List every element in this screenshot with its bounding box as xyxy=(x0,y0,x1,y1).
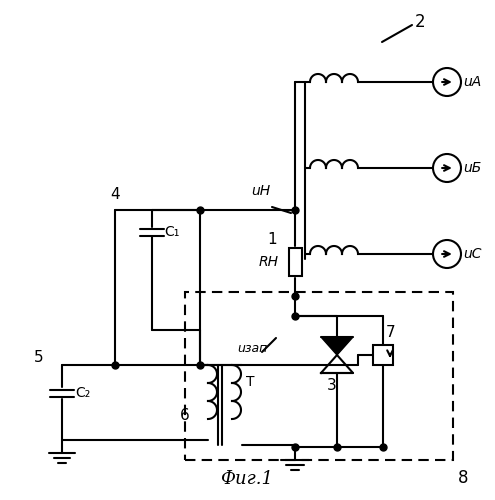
Text: 3: 3 xyxy=(327,378,337,393)
Text: Фиг.1: Фиг.1 xyxy=(220,470,274,488)
Text: uН: uН xyxy=(251,184,270,198)
Text: C₁: C₁ xyxy=(164,225,179,239)
Text: 8: 8 xyxy=(458,469,468,487)
Bar xyxy=(373,345,393,365)
Text: 1: 1 xyxy=(267,232,277,248)
Text: 5: 5 xyxy=(34,350,44,365)
Text: uзап: uзап xyxy=(237,342,267,354)
Text: 7: 7 xyxy=(386,325,396,340)
Text: T: T xyxy=(246,375,254,389)
Polygon shape xyxy=(321,337,353,355)
Text: 6: 6 xyxy=(180,408,190,422)
Text: 4: 4 xyxy=(110,187,120,202)
Text: 2: 2 xyxy=(415,13,426,31)
Text: C₂: C₂ xyxy=(75,386,90,400)
Text: uА: uА xyxy=(463,75,481,89)
Bar xyxy=(185,292,453,460)
Text: RН: RН xyxy=(259,255,279,269)
Bar xyxy=(289,248,301,276)
Text: uС: uС xyxy=(463,247,482,261)
Text: uБ: uБ xyxy=(463,161,481,175)
